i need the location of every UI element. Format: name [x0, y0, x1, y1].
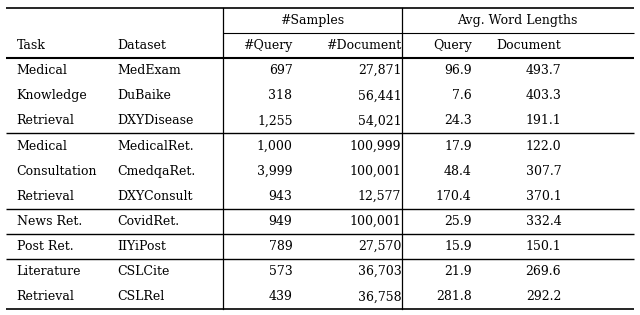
Text: 100,001: 100,001: [349, 165, 401, 178]
Text: 573: 573: [269, 265, 292, 278]
Text: 370.1: 370.1: [525, 190, 561, 203]
Text: CSLRel: CSLRel: [117, 290, 164, 303]
Text: Knowledge: Knowledge: [17, 89, 88, 102]
Text: Avg. Word Lengths: Avg. Word Lengths: [458, 14, 578, 27]
Text: 493.7: 493.7: [525, 64, 561, 77]
Text: #Document: #Document: [326, 39, 401, 52]
Text: MedicalRet.: MedicalRet.: [117, 140, 194, 152]
Text: Retrieval: Retrieval: [17, 114, 74, 128]
Text: Task: Task: [17, 39, 45, 52]
Text: 697: 697: [269, 64, 292, 77]
Text: 170.4: 170.4: [436, 190, 472, 203]
Text: 949: 949: [269, 215, 292, 228]
Text: 27,570: 27,570: [358, 240, 401, 253]
Text: 3,999: 3,999: [257, 165, 292, 178]
Text: IIYiPost: IIYiPost: [117, 240, 166, 253]
Text: Literature: Literature: [17, 265, 81, 278]
Text: 36,758: 36,758: [358, 290, 401, 303]
Text: 307.7: 307.7: [525, 165, 561, 178]
Text: 150.1: 150.1: [525, 240, 561, 253]
Text: 403.3: 403.3: [525, 89, 561, 102]
Text: 96.9: 96.9: [444, 64, 472, 77]
Text: 17.9: 17.9: [444, 140, 472, 152]
Text: 100,999: 100,999: [350, 140, 401, 152]
Text: 281.8: 281.8: [436, 290, 472, 303]
Text: DXYDisease: DXYDisease: [117, 114, 193, 128]
Text: 56,441: 56,441: [358, 89, 401, 102]
Text: Consultation: Consultation: [17, 165, 97, 178]
Text: CovidRet.: CovidRet.: [117, 215, 179, 228]
Text: #Samples: #Samples: [280, 14, 344, 27]
Text: 1,255: 1,255: [257, 114, 292, 128]
Text: Medical: Medical: [17, 64, 67, 77]
Text: Query: Query: [433, 39, 472, 52]
Text: Post Ret.: Post Ret.: [17, 240, 73, 253]
Text: 15.9: 15.9: [444, 240, 472, 253]
Text: 269.6: 269.6: [525, 265, 561, 278]
Text: 789: 789: [269, 240, 292, 253]
Text: 122.0: 122.0: [525, 140, 561, 152]
Text: Retrieval: Retrieval: [17, 290, 74, 303]
Text: 318: 318: [269, 89, 292, 102]
Text: DuBaike: DuBaike: [117, 89, 171, 102]
Text: 439: 439: [269, 290, 292, 303]
Text: 7.6: 7.6: [452, 89, 472, 102]
Text: 100,001: 100,001: [349, 215, 401, 228]
Text: Retrieval: Retrieval: [17, 190, 74, 203]
Text: 54,021: 54,021: [358, 114, 401, 128]
Text: 12,577: 12,577: [358, 190, 401, 203]
Text: Dataset: Dataset: [117, 39, 166, 52]
Text: Document: Document: [497, 39, 561, 52]
Text: 292.2: 292.2: [526, 290, 561, 303]
Text: 25.9: 25.9: [444, 215, 472, 228]
Text: 36,703: 36,703: [358, 265, 401, 278]
Text: Medical: Medical: [17, 140, 67, 152]
Text: News Ret.: News Ret.: [17, 215, 82, 228]
Text: DXYConsult: DXYConsult: [117, 190, 193, 203]
Text: 943: 943: [269, 190, 292, 203]
Text: 1,000: 1,000: [257, 140, 292, 152]
Text: 21.9: 21.9: [444, 265, 472, 278]
Text: 27,871: 27,871: [358, 64, 401, 77]
Text: 332.4: 332.4: [525, 215, 561, 228]
Text: 48.4: 48.4: [444, 165, 472, 178]
Text: MedExam: MedExam: [117, 64, 181, 77]
Text: #Query: #Query: [243, 39, 292, 52]
Text: CmedqaRet.: CmedqaRet.: [117, 165, 195, 178]
Text: 191.1: 191.1: [525, 114, 561, 128]
Text: 24.3: 24.3: [444, 114, 472, 128]
Text: CSLCite: CSLCite: [117, 265, 170, 278]
